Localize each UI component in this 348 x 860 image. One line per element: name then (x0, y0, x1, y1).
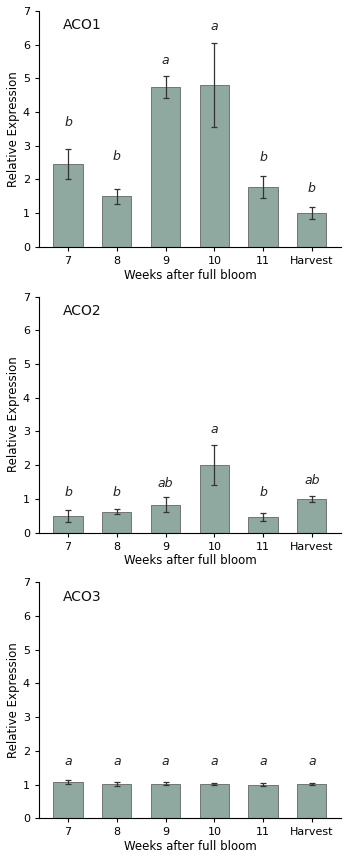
Bar (102, 783, 132, 818)
Bar (200, 783, 229, 818)
Bar (151, 505, 180, 532)
X-axis label: Weeks after full bloom: Weeks after full bloom (124, 840, 256, 853)
Text: ab: ab (304, 474, 319, 487)
Text: ACO2: ACO2 (63, 304, 102, 317)
Text: a: a (113, 755, 121, 768)
Text: ACO1: ACO1 (63, 18, 102, 32)
Bar (151, 87, 180, 247)
Bar (248, 187, 278, 247)
Bar (297, 213, 326, 247)
Bar (54, 164, 83, 247)
X-axis label: Weeks after full bloom: Weeks after full bloom (124, 555, 256, 568)
Bar (151, 783, 180, 818)
Text: b: b (113, 150, 121, 163)
Text: b: b (64, 116, 72, 129)
Text: a: a (211, 20, 218, 33)
Bar (297, 499, 326, 532)
Text: b: b (64, 486, 72, 499)
Bar (297, 783, 326, 818)
Bar (200, 85, 229, 247)
Text: b: b (259, 486, 267, 499)
Text: b: b (259, 151, 267, 164)
Text: a: a (211, 423, 218, 437)
Bar (248, 518, 278, 532)
Bar (54, 782, 83, 818)
Bar (200, 465, 229, 532)
Text: a: a (308, 755, 316, 768)
Text: a: a (162, 755, 169, 768)
X-axis label: Weeks after full bloom: Weeks after full bloom (124, 268, 256, 281)
Text: a: a (162, 53, 169, 66)
Text: ACO3: ACO3 (63, 589, 102, 604)
Text: b: b (308, 181, 316, 194)
Text: a: a (211, 755, 218, 768)
Bar (102, 196, 132, 247)
Text: a: a (259, 755, 267, 768)
Bar (248, 784, 278, 818)
Y-axis label: Relative Expression: Relative Expression (7, 71, 20, 187)
Bar (102, 512, 132, 532)
Text: ab: ab (158, 477, 173, 490)
Text: a: a (64, 755, 72, 768)
Bar (54, 516, 83, 532)
Text: b: b (113, 486, 121, 499)
Y-axis label: Relative Expression: Relative Expression (7, 642, 20, 759)
Y-axis label: Relative Expression: Relative Expression (7, 357, 20, 472)
